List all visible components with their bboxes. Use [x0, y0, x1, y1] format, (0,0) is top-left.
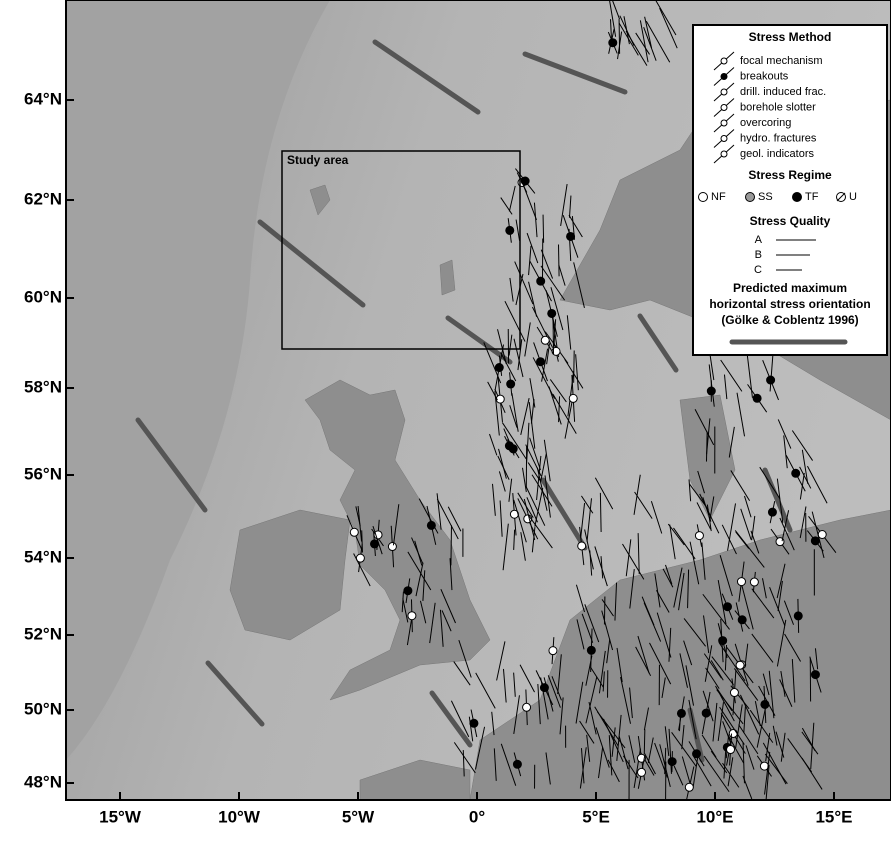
stress-symbol: [736, 661, 744, 669]
stress-symbol: [695, 532, 703, 540]
regime-label: SS: [758, 191, 773, 203]
stress-symbol: [388, 543, 396, 551]
lat-label: 60°N: [24, 287, 62, 306]
stress-symbol: [753, 394, 761, 402]
stress-symbol: [685, 783, 693, 791]
method-marker: [721, 74, 727, 80]
stress-symbol: [567, 232, 575, 240]
stress-symbol: [727, 746, 735, 754]
stress-symbol: [750, 578, 758, 586]
legend-title: Stress Regime: [748, 168, 832, 182]
quality-label: C: [754, 264, 762, 276]
stress-symbol: [507, 380, 515, 388]
predicted-title: Predicted maximum: [733, 281, 847, 295]
method-marker: [721, 120, 727, 126]
lat-label: 56°N: [24, 464, 62, 483]
method-label: breakouts: [740, 70, 789, 82]
stress-bar: [619, 19, 620, 54]
legend: Stress Method focal mechanism breakouts dri…: [693, 25, 887, 355]
predicted-title: (Gölke & Coblentz 1996): [721, 313, 858, 327]
regime-label: NF: [711, 191, 726, 203]
method-label: drill. induced frac.: [740, 86, 826, 98]
lat-label: 58°N: [24, 377, 62, 396]
lat-label: 54°N: [24, 547, 62, 566]
lat-label: 64°N: [24, 89, 62, 108]
map-figure: Study area Stress Method focal mechanism b…: [0, 0, 891, 836]
stress-symbol: [350, 528, 358, 536]
regime-label: TF: [805, 191, 819, 203]
lat-label: 52°N: [24, 624, 62, 643]
stress-bar: [574, 350, 575, 382]
quality-label: A: [755, 234, 763, 246]
method-label: geol. indicators: [740, 148, 814, 160]
stress-symbol: [569, 394, 577, 402]
stress-symbol: [737, 578, 745, 586]
lon-label: 15°W: [99, 807, 142, 826]
regime-marker: [793, 193, 802, 202]
stress-symbol: [730, 689, 738, 697]
stress-symbol: [609, 39, 617, 47]
stress-symbol: [537, 277, 545, 285]
stress-symbol: [792, 469, 800, 477]
stress-symbol: [794, 612, 802, 620]
stress-symbol: [578, 542, 586, 550]
stress-symbol: [677, 709, 685, 717]
method-marker: [721, 105, 727, 111]
stress-symbol: [729, 729, 737, 737]
stress-symbol: [548, 309, 556, 317]
method-label: borehole slotter: [740, 101, 816, 113]
regime-marker: [746, 193, 755, 202]
method-marker: [721, 136, 727, 142]
stress-symbol: [470, 719, 478, 727]
stress-symbol: [638, 768, 646, 776]
lon-label: 10°E: [696, 807, 733, 826]
method-marker: [721, 151, 727, 157]
lon-label: 0°: [469, 807, 485, 826]
stress-symbol: [811, 671, 819, 679]
stress-symbol: [707, 387, 715, 395]
stress-symbol: [523, 703, 531, 711]
stress-symbol: [537, 358, 545, 366]
stress-bar: [553, 309, 554, 354]
regime-marker: [699, 193, 708, 202]
stress-symbol: [541, 336, 549, 344]
method-label: overcoring: [740, 117, 791, 129]
method-label: focal mechanism: [740, 55, 823, 67]
stress-symbol: [506, 226, 514, 234]
quality-label: B: [755, 249, 762, 261]
stress-bar: [644, 729, 645, 754]
stress-symbol: [818, 530, 826, 538]
stress-symbol: [513, 760, 521, 768]
method-marker: [721, 58, 727, 64]
regime-label: U: [849, 191, 857, 203]
stress-symbol: [702, 709, 710, 717]
method-label: hydro. fractures: [740, 132, 817, 144]
lon-label: 10°W: [218, 807, 261, 826]
lat-label: 50°N: [24, 699, 62, 718]
stress-bar: [559, 244, 560, 276]
predicted-title: horizontal stress orientation: [709, 297, 870, 311]
stress-symbol: [768, 508, 776, 516]
stress-bar: [451, 525, 452, 565]
legend-title: Stress Method: [749, 30, 832, 44]
stress-symbol: [724, 603, 732, 611]
stress-symbol: [408, 612, 416, 620]
stress-bar: [543, 215, 544, 243]
stress-symbol: [495, 364, 503, 372]
lon-label: 5°W: [342, 807, 375, 826]
lat-label: 48°N: [24, 772, 62, 791]
stress-symbol: [668, 758, 676, 766]
study-area-label: Study area: [287, 153, 349, 167]
stress-symbol: [587, 646, 595, 654]
legend-title: Stress Quality: [750, 214, 831, 228]
stress-symbol: [404, 587, 412, 595]
stress-symbol: [693, 750, 701, 758]
lon-label: 5°E: [582, 807, 610, 826]
stress-symbol: [549, 647, 557, 655]
lon-label: 15°E: [815, 807, 852, 826]
method-marker: [721, 89, 727, 95]
stress-symbol: [811, 537, 819, 545]
lat-label: 62°N: [24, 189, 62, 208]
